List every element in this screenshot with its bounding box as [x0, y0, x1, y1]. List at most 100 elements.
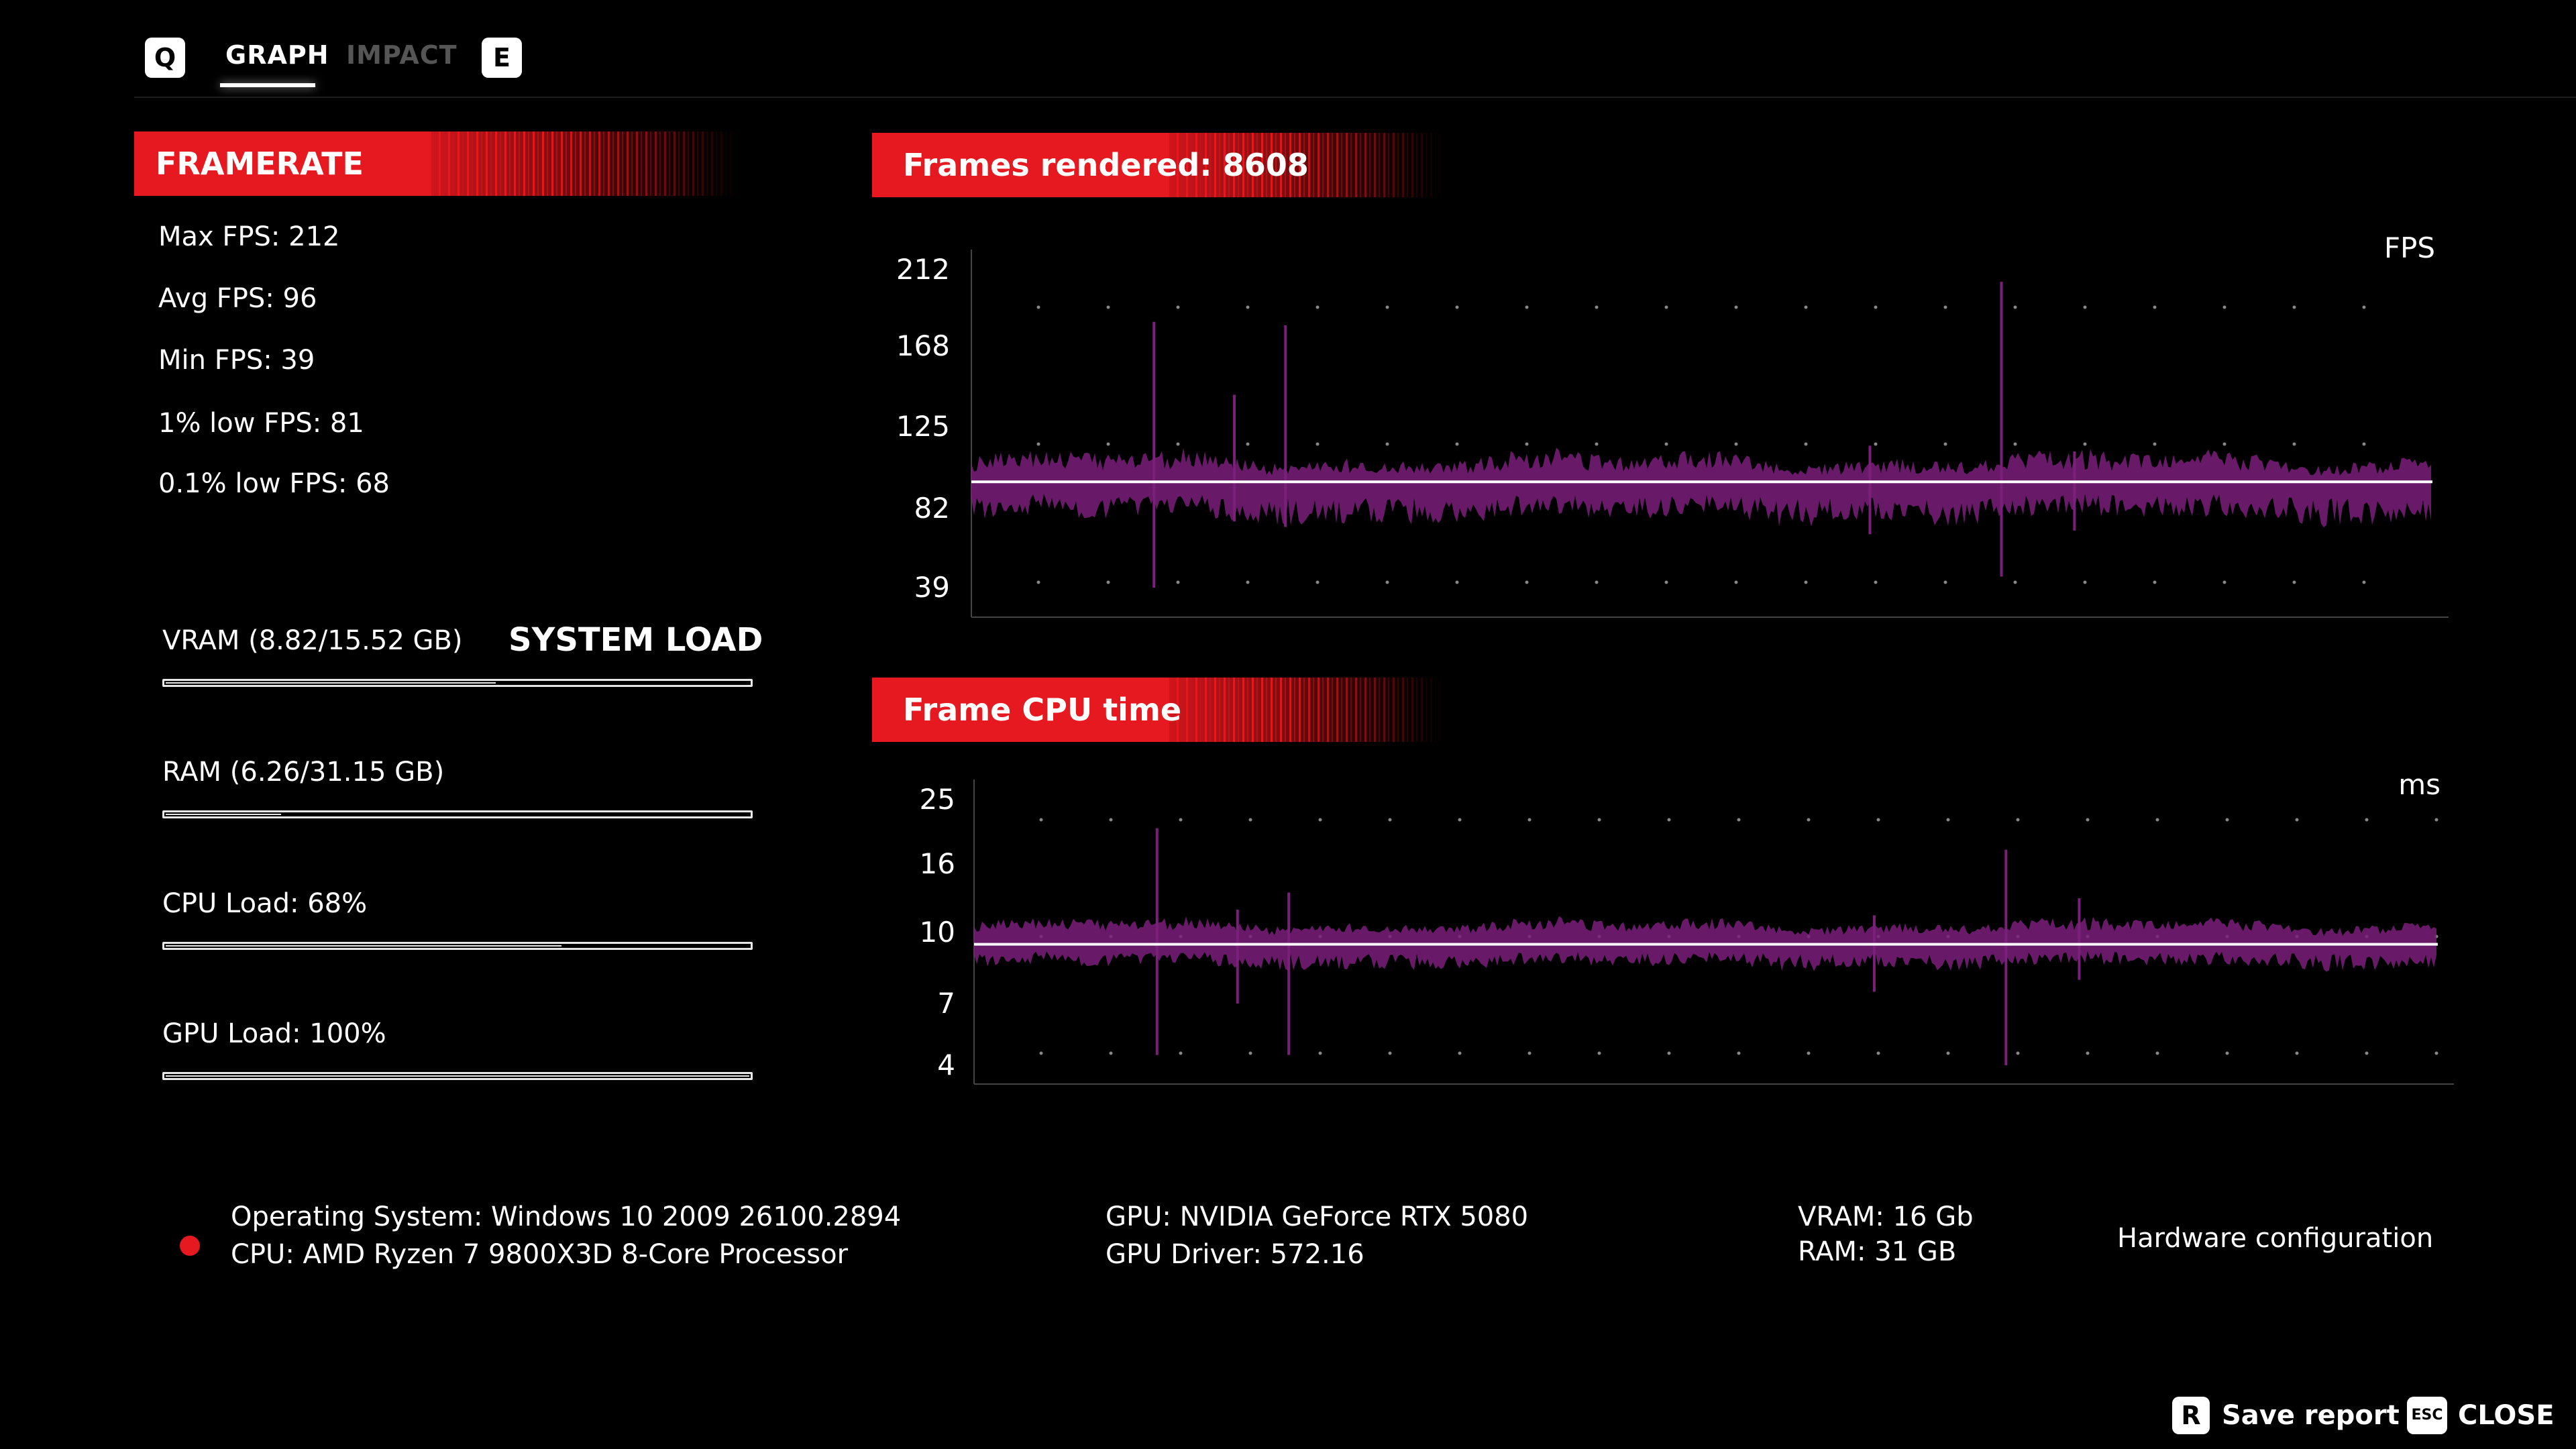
fps-grid-dot — [2292, 442, 2296, 446]
vram-load-label: VRAM (8.82/15.52 GB) — [162, 625, 463, 656]
fps-grid-dot — [2362, 305, 2366, 309]
cpu-grid-dot — [1248, 818, 1252, 822]
fps-grid-dot — [1036, 442, 1040, 446]
fps-grid-dot — [1385, 305, 1389, 309]
cpu-tick-label: 10 — [920, 916, 955, 949]
framerate-title: FRAMERATE — [156, 146, 364, 182]
fps-grid-dot — [2292, 305, 2296, 309]
gpu-driver-info: GPU Driver: 572.16 — [1106, 1239, 1364, 1270]
cpu-grid-dot — [1109, 818, 1113, 822]
cpu-load-bar — [162, 942, 753, 950]
tab-graph[interactable]: GRAPH — [225, 40, 329, 70]
cpu-grid-dot — [1458, 818, 1462, 822]
cpu-grid-dot — [1737, 818, 1741, 822]
cpu-grid-dot — [1597, 1051, 1601, 1055]
os-info: Operating System: Windows 10 2009 26100.… — [231, 1201, 902, 1232]
e-key-icon[interactable]: E — [482, 38, 522, 78]
fps-grid-dot — [1943, 580, 1947, 584]
fps-grid-dot — [2153, 580, 2157, 584]
fps-grid-dot — [1106, 442, 1110, 446]
cpu-grid-dot — [1946, 1051, 1950, 1055]
cpu-tick-label: 25 — [920, 783, 955, 816]
fps-grid-dot — [1595, 580, 1599, 584]
cpu-grid-dot — [2434, 1051, 2438, 1055]
save-report-button[interactable]: R Save report — [2172, 1395, 2400, 1436]
cpu-grid-dot — [1946, 818, 1950, 822]
fps-grid-dot — [1316, 580, 1320, 584]
cpu-tick-label: 4 — [937, 1049, 955, 1081]
cpu-grid-dot — [1039, 818, 1043, 822]
framerate-banner: FRAMERATE — [134, 131, 738, 196]
fps-grid-dot — [2153, 305, 2157, 309]
save-report-label: Save report — [2222, 1400, 2400, 1431]
fps-grid-dot — [2013, 580, 2017, 584]
cpu-grid-dot — [2155, 818, 2159, 822]
top-divider — [134, 97, 2576, 98]
fps-grid-dot — [1595, 442, 1599, 446]
fps-grid-dot — [1455, 580, 1459, 584]
r-key-icon: R — [2172, 1397, 2210, 1434]
ram-load-bar — [162, 810, 753, 818]
cpu-info: CPU: AMD Ryzen 7 9800X3D 8-Core Processo… — [231, 1239, 849, 1270]
fps-grid-dot — [2362, 580, 2366, 584]
gpu-load-label: GPU Load: 100% — [162, 1018, 386, 1049]
fps-grid-dot — [2222, 580, 2226, 584]
cpu-grid-dot — [1109, 1051, 1113, 1055]
vram-info: VRAM: 16 Gb — [1798, 1201, 1974, 1232]
fps-grid-dot — [1525, 442, 1529, 446]
fps-series-band — [971, 447, 2431, 528]
cpu-grid-dot — [1179, 818, 1183, 822]
fps-grid-dot — [1246, 305, 1250, 309]
fps-grid-dot — [1036, 305, 1040, 309]
fps-tick-label: 125 — [896, 410, 950, 443]
fps-grid-dot — [1734, 580, 1738, 584]
q-key-icon[interactable]: Q — [145, 38, 185, 78]
cpu-grid-dot — [1039, 1051, 1043, 1055]
cpu-grid-dot — [2086, 818, 2090, 822]
fps-grid-dot — [1176, 442, 1180, 446]
cpu-grid-dot — [1527, 1051, 1532, 1055]
fps-grid-dot — [1525, 580, 1529, 584]
cpu-grid-dot — [2225, 1051, 2229, 1055]
fps-tick-label: 39 — [914, 571, 950, 604]
fps-grid-dot — [1943, 305, 1947, 309]
cpu-grid-dot — [1318, 1051, 1322, 1055]
fps-grid-dot — [1525, 305, 1529, 309]
fps-grid-dot — [1106, 580, 1110, 584]
cpu-grid-dot — [1876, 818, 1880, 822]
cpu-grid-dot — [2016, 818, 2020, 822]
gpu-info: GPU: NVIDIA GeForce RTX 5080 — [1106, 1201, 1529, 1232]
fps-grid-dot — [2013, 305, 2017, 309]
cpu-grid-dot — [1458, 1051, 1462, 1055]
hardware-configuration-label: Hardware configuration — [2117, 1223, 2434, 1254]
cpu-grid-dot — [2295, 818, 2299, 822]
ram-info: RAM: 31 GB — [1798, 1236, 1957, 1267]
status-dot — [180, 1236, 200, 1256]
system-load-title: SYSTEM LOAD — [508, 621, 763, 659]
cpu-grid-dot — [1388, 1051, 1392, 1055]
ram-load-label: RAM (6.26/31.15 GB) — [162, 757, 445, 788]
fps-grid-dot — [1316, 305, 1320, 309]
fps-grid-dot — [2013, 442, 2017, 446]
fps-grid-dot — [2362, 442, 2366, 446]
fps-grid-dot — [1874, 305, 1878, 309]
fps-grid-dot — [2083, 580, 2087, 584]
close-button[interactable]: ESC CLOSE — [2407, 1395, 2555, 1436]
fps-grid-dot — [1316, 442, 1320, 446]
cpu-load-label: CPU Load: 68% — [162, 888, 368, 919]
cpu-grid-dot — [1527, 818, 1532, 822]
tab-impact[interactable]: IMPACT — [346, 40, 458, 70]
fps-grid-dot — [2083, 305, 2087, 309]
cpu-grid-dot — [2365, 1051, 2369, 1055]
stat-01pct-low-fps: 0.1% low FPS: 68 — [158, 468, 390, 499]
cpu-grid-dot — [1248, 1051, 1252, 1055]
fps-grid-dot — [1595, 305, 1599, 309]
fps-grid-dot — [1664, 580, 1668, 584]
fps-chart: 212 168 125 82 39 FPS — [896, 231, 2449, 618]
fps-grid-dot — [1385, 442, 1389, 446]
cpu-grid-dot — [1388, 818, 1392, 822]
frame-cpu-time-title: Frame CPU time — [903, 692, 1182, 728]
cpu-time-chart: 25 16 10 7 4 ms — [920, 768, 2454, 1085]
frames-rendered-banner: Frames rendered: 8608 — [872, 133, 1442, 197]
fps-grid-dot — [2153, 442, 2157, 446]
